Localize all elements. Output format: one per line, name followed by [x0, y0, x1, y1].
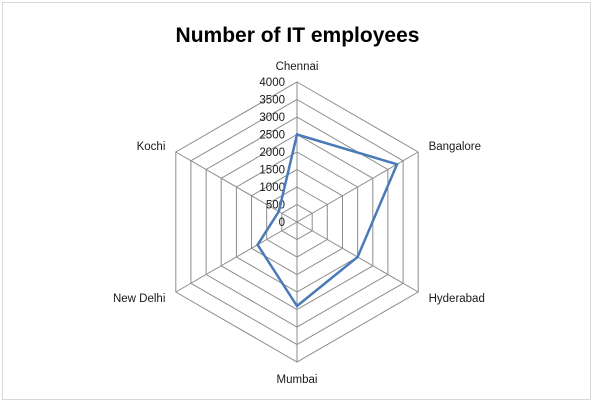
series-layer — [256, 132, 399, 308]
data-point — [277, 210, 280, 213]
category-label: Mumbai — [277, 374, 318, 386]
radial-tick-label: 2000 — [259, 147, 285, 159]
category-labels: Chennai Bangalore Hyderabad Mumbai New Delhi… — [113, 61, 485, 386]
category-label: Bangalore — [429, 141, 481, 153]
category-label: Chennai — [276, 61, 319, 73]
category-label: Hyderabad — [429, 293, 485, 305]
radial-tick-label: 3000 — [259, 112, 285, 124]
radial-tick-label: 0 — [279, 217, 285, 229]
category-label: New Delhi — [113, 293, 165, 305]
radial-tick-label: 3500 — [259, 95, 285, 107]
chart-title: Number of IT employees — [175, 24, 420, 47]
data-point — [295, 133, 299, 136]
data-point — [256, 243, 259, 246]
radar-grid — [175, 81, 419, 363]
data-point — [295, 304, 299, 308]
data-point — [356, 255, 359, 259]
axis-spoke — [175, 221, 298, 293]
axis-spoke — [175, 151, 298, 223]
radial-tick-label: 1500 — [259, 165, 285, 177]
data-point — [395, 163, 399, 166]
radial-tick-label: 4000 — [259, 77, 285, 89]
radial-tick-label: 1000 — [259, 182, 285, 194]
category-label: Kochi — [137, 141, 166, 153]
radial-tick-label: 2500 — [259, 130, 285, 142]
